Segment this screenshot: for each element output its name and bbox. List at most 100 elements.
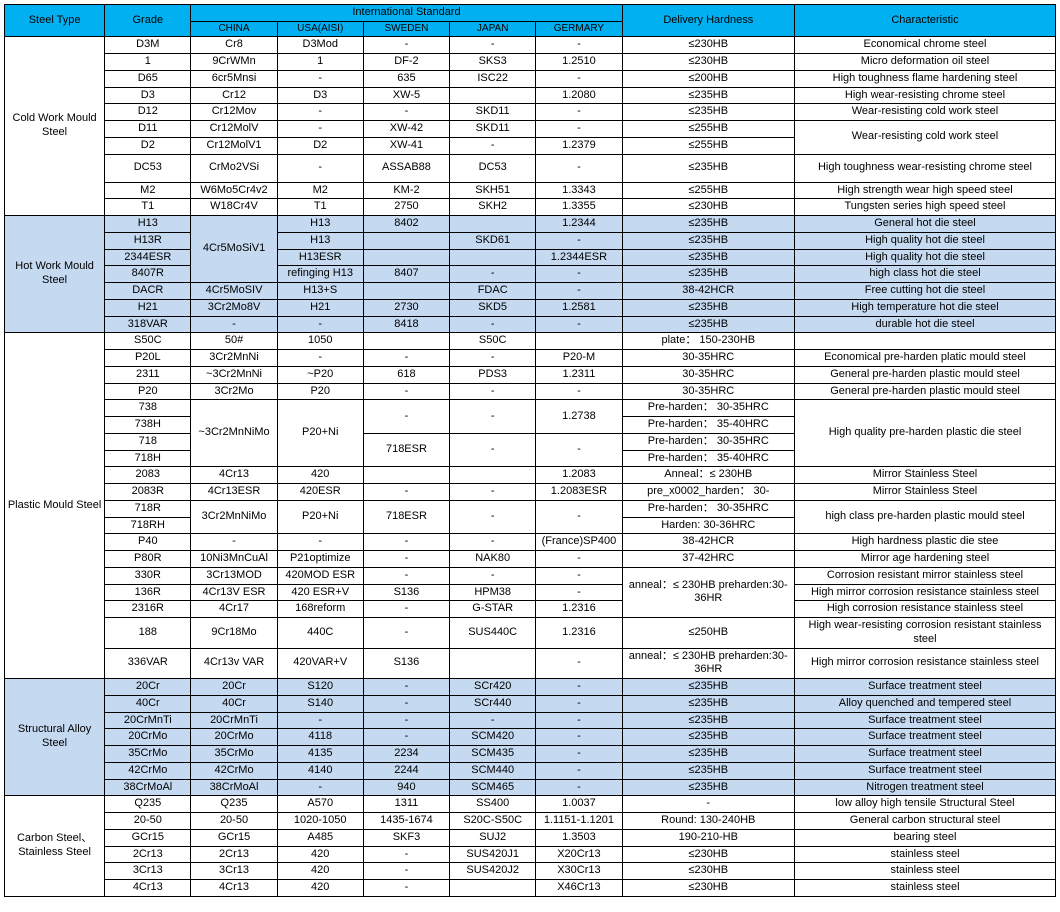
country-cell: -: [536, 779, 622, 796]
th-char: Characteristic: [794, 5, 1055, 37]
hardness-cell: Pre-harden： 35-40HRC: [622, 417, 794, 434]
char-cell: Surface treatment steel: [794, 679, 1055, 696]
country-cell: -: [277, 316, 363, 333]
table-row: 38CrMoAl38CrMoAl-940SCM465-≤235HBNitroge…: [5, 779, 1056, 796]
country-cell: -: [536, 712, 622, 729]
char-cell: Surface treatment steel: [794, 712, 1055, 729]
hardness-cell: Pre-harden： 30-35HRC: [622, 433, 794, 450]
country-cell: 1050: [277, 333, 363, 350]
hardness-cell: Harden: 30-36HRC: [622, 517, 794, 534]
hardness-cell: 30-35HRC: [622, 366, 794, 383]
grade-cell: H21: [105, 299, 191, 316]
country-cell: 50#: [191, 333, 277, 350]
table-row: T1W18Cr4VT12750SKH21.3355≤230HBTungsten …: [5, 199, 1056, 216]
country-cell: SKH51: [450, 182, 536, 199]
country-cell: W6Mo5Cr4v2: [191, 182, 277, 199]
hardness-cell: -: [622, 796, 794, 813]
country-cell: 1.0037: [536, 796, 622, 813]
country-cell: 3Cr2Mo: [191, 383, 277, 400]
hardness-cell: ≤235HB: [622, 154, 794, 182]
section-cell: Structural Alloy Steel: [5, 679, 105, 796]
char-cell: Wear-resisting cold work steel: [794, 104, 1055, 121]
country-cell: -: [277, 70, 363, 87]
hardness-cell: ≤235HB: [622, 746, 794, 763]
country-cell: 20CrMnTi: [191, 712, 277, 729]
country-cell: -: [536, 695, 622, 712]
country-cell: S136: [363, 584, 449, 601]
country-cell: D3Mod: [277, 37, 363, 54]
country-cell: SS400: [450, 796, 536, 813]
grade-cell: 4Cr13: [105, 880, 191, 897]
country-cell: SKD61: [450, 232, 536, 249]
country-cell: -: [363, 712, 449, 729]
table-row: 136R4Cr13V ESR420 ESR+VS136HPM38-High mi…: [5, 584, 1056, 601]
country-cell: DC53: [450, 154, 536, 182]
country-cell: -: [536, 500, 622, 534]
char-cell: Mirror Stainless Steel: [794, 484, 1055, 501]
country-cell: -: [450, 534, 536, 551]
country-cell: Cr12Mov: [191, 104, 277, 121]
country-cell: 1.2316: [536, 618, 622, 649]
country-cell: 635: [363, 70, 449, 87]
country-cell: [363, 467, 449, 484]
table-body: Cold Work Mould SteelD3MCr8D3Mod---≤230H…: [5, 37, 1056, 897]
char-cell: Surface treatment steel: [794, 729, 1055, 746]
table-row: 318VAR--8418--≤235HBdurable hot die stee…: [5, 316, 1056, 333]
hardness-cell: 38-42HCR: [622, 534, 794, 551]
table-row: Plastic Mould SteelS50C50#1050S50Cplate：…: [5, 333, 1056, 350]
country-cell: -: [536, 37, 622, 54]
country-cell: A485: [277, 829, 363, 846]
country-cell: 1: [277, 54, 363, 71]
grade-cell: P20: [105, 383, 191, 400]
hardness-cell: ≤255HB: [622, 137, 794, 154]
hardness-cell: ≤235HB: [622, 104, 794, 121]
table-row: 3Cr133Cr13420-SUS420J2X30Cr13≤230HBstain…: [5, 863, 1056, 880]
country-cell: 2750: [363, 199, 449, 216]
country-cell: -: [363, 618, 449, 649]
grade-cell: 38CrMoAl: [105, 779, 191, 796]
country-cell: -: [450, 350, 536, 367]
country-cell: 4Cr5MoSiV1: [191, 216, 277, 283]
country-cell: 2Cr13: [191, 846, 277, 863]
country-cell: 8418: [363, 316, 449, 333]
grade-cell: 20CrMo: [105, 729, 191, 746]
grade-cell: 2344ESR: [105, 249, 191, 266]
country-cell: -: [536, 584, 622, 601]
country-cell: -: [450, 383, 536, 400]
country-cell: SUS420J2: [450, 863, 536, 880]
country-cell: SCM435: [450, 746, 536, 763]
country-cell: 38CrMoAl: [191, 779, 277, 796]
country-cell: -: [450, 316, 536, 333]
country-cell: -: [363, 695, 449, 712]
grade-cell: H13: [105, 216, 191, 233]
hardness-cell: Pre-harden： 35-40HRC: [622, 450, 794, 467]
table-row: D3Cr12D3XW-51.2080≤235HBHigh wear-resist…: [5, 87, 1056, 104]
country-cell: X30Cr13: [536, 863, 622, 880]
hardness-cell: pre_x0002_harden： 30-: [622, 484, 794, 501]
country-cell: 420: [277, 846, 363, 863]
grade-cell: T1: [105, 199, 191, 216]
country-cell: 4Cr13V ESR: [191, 584, 277, 601]
country-cell: 35CrMo: [191, 746, 277, 763]
country-cell: SUJ2: [450, 829, 536, 846]
char-cell: high class hot die steel: [794, 266, 1055, 283]
country-cell: [363, 283, 449, 300]
country-cell: [536, 333, 622, 350]
hardness-cell: 37-42HRC: [622, 551, 794, 568]
table-row: P40----(France)SP40038-42HCRHigh hardnes…: [5, 534, 1056, 551]
th-delivery: Delivery Hardness: [622, 5, 794, 37]
country-cell: SKF3: [363, 829, 449, 846]
grade-cell: 42CrMo: [105, 762, 191, 779]
hardness-cell: ≤230HB: [622, 880, 794, 897]
country-cell: P20: [277, 383, 363, 400]
char-cell: bearing steel: [794, 829, 1055, 846]
country-cell: 1311: [363, 796, 449, 813]
char-cell: High quality hot die steel: [794, 232, 1055, 249]
country-cell: 3Cr2MnNiMo: [191, 500, 277, 534]
th-intl: International Standard: [191, 5, 622, 22]
country-cell: Cr8: [191, 37, 277, 54]
country-cell: 20-50: [191, 813, 277, 830]
country-cell: D2: [277, 137, 363, 154]
country-cell: 420 ESR+V: [277, 584, 363, 601]
hardness-cell: Round: 130-240HB: [622, 813, 794, 830]
